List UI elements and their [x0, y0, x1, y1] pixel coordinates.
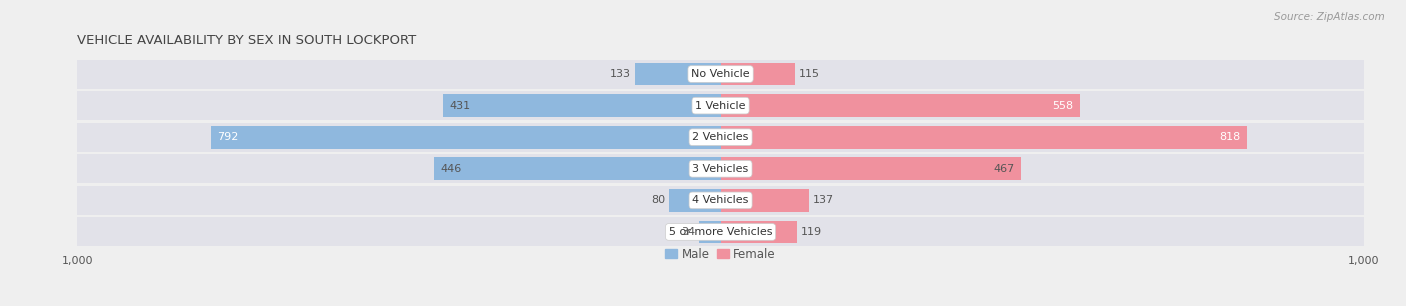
Bar — [721, 63, 794, 85]
Text: 2 Vehicles: 2 Vehicles — [692, 132, 749, 142]
Bar — [669, 189, 721, 212]
Text: 133: 133 — [610, 69, 631, 79]
Text: 467: 467 — [993, 164, 1015, 174]
Bar — [721, 126, 1247, 149]
Bar — [721, 189, 808, 212]
Text: 3 Vehicles: 3 Vehicles — [692, 164, 749, 174]
Text: 115: 115 — [799, 69, 820, 79]
Bar — [443, 94, 721, 117]
Text: 5 or more Vehicles: 5 or more Vehicles — [669, 227, 772, 237]
Bar — [77, 154, 1364, 183]
Bar — [77, 123, 1364, 152]
Bar — [77, 91, 1364, 120]
Bar — [636, 63, 721, 85]
Text: 446: 446 — [440, 164, 461, 174]
Text: 80: 80 — [651, 195, 665, 205]
Text: No Vehicle: No Vehicle — [692, 69, 749, 79]
Text: 431: 431 — [450, 101, 471, 111]
Bar — [433, 157, 721, 180]
Bar — [721, 221, 797, 243]
Bar — [77, 186, 1364, 215]
Text: 792: 792 — [218, 132, 239, 142]
Bar — [77, 59, 1364, 88]
Bar — [721, 94, 1080, 117]
Text: 558: 558 — [1052, 101, 1073, 111]
Text: 34: 34 — [681, 227, 695, 237]
Text: Source: ZipAtlas.com: Source: ZipAtlas.com — [1274, 12, 1385, 22]
Text: 1 Vehicle: 1 Vehicle — [696, 101, 745, 111]
Text: VEHICLE AVAILABILITY BY SEX IN SOUTH LOCKPORT: VEHICLE AVAILABILITY BY SEX IN SOUTH LOC… — [77, 34, 416, 47]
Bar — [721, 157, 1021, 180]
Bar — [77, 218, 1364, 247]
Text: 818: 818 — [1219, 132, 1240, 142]
Bar — [699, 221, 721, 243]
Legend: Male, Female: Male, Female — [665, 248, 776, 261]
Text: 137: 137 — [813, 195, 834, 205]
Text: 119: 119 — [801, 227, 823, 237]
Bar — [211, 126, 721, 149]
Text: 4 Vehicles: 4 Vehicles — [692, 195, 749, 205]
